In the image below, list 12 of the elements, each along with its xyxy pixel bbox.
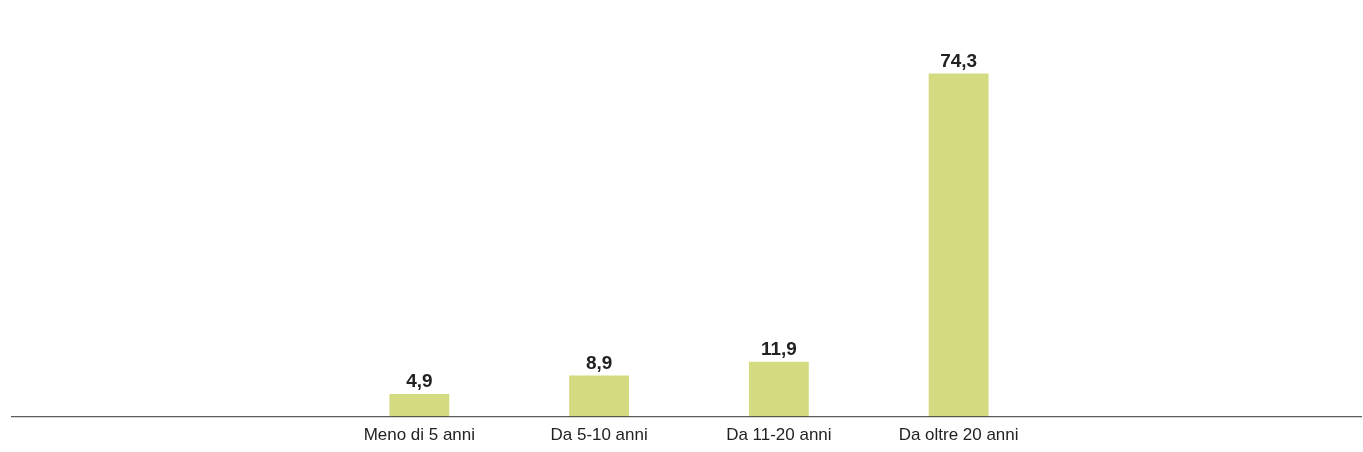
data-label: 8,9 [585,351,613,373]
bar [928,73,989,417]
bar [569,375,630,417]
data-label: 4,9 [406,370,433,392]
bar [748,361,809,417]
data-label: 74,3 [940,49,978,71]
data-label: 11,9 [760,337,797,359]
x-tick-label: Da 5-10 anni [550,425,648,445]
x-tick-label: Meno di 5 anni [363,425,476,445]
x-tick-label: Da oltre 20 anni [898,425,1019,445]
bar [389,394,450,417]
x-tick-label: Da 11-20 anni [726,425,832,445]
